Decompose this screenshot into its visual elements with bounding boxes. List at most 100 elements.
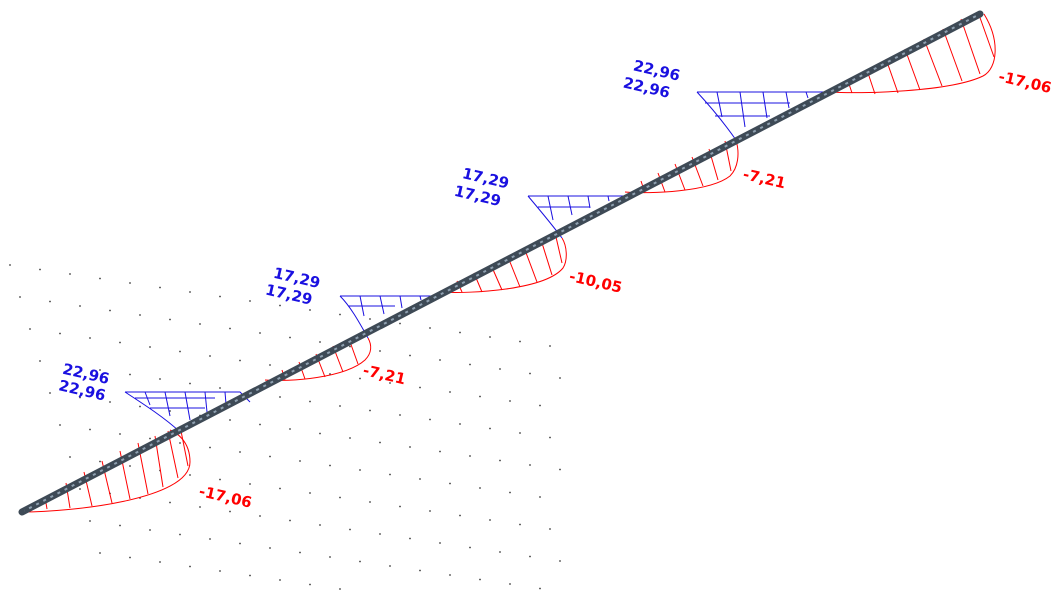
grid-dot xyxy=(259,332,261,334)
grid-dot xyxy=(99,460,101,463)
grid-dot xyxy=(129,282,131,284)
span-region-5 xyxy=(829,11,996,95)
grid-dot xyxy=(499,551,501,553)
grid-dot xyxy=(359,377,361,380)
grid-dot xyxy=(479,395,481,398)
grid-dot xyxy=(469,455,471,457)
grid-dot xyxy=(249,300,251,302)
grid-dot xyxy=(39,268,41,271)
grid-dot xyxy=(119,524,121,527)
grid-dot xyxy=(479,578,481,581)
grid-dot xyxy=(169,318,171,321)
grid-dot xyxy=(69,364,71,367)
grid-dot xyxy=(529,464,531,466)
grid-dot xyxy=(309,400,311,403)
grid-dot xyxy=(89,520,91,522)
span-value-3: -10,05 xyxy=(567,267,623,297)
grid-dot xyxy=(59,424,61,426)
grid-dot xyxy=(139,314,141,316)
beam xyxy=(18,10,984,516)
grid-dot xyxy=(149,437,151,440)
grid-dot xyxy=(509,491,511,494)
grid-dot xyxy=(239,359,241,362)
grid-dot xyxy=(469,546,471,549)
grid-dot xyxy=(469,363,471,366)
grid-dot xyxy=(209,446,211,449)
grid-dot xyxy=(539,496,541,498)
grid-dot xyxy=(359,469,361,471)
grid-dot xyxy=(219,478,221,481)
grid-dot xyxy=(539,404,541,407)
grid-dot xyxy=(359,560,361,563)
support-label-1: 22,96 22,96 xyxy=(57,360,111,405)
grid-dot xyxy=(399,505,401,508)
grid-dot xyxy=(409,446,411,448)
grid-dot xyxy=(229,419,231,421)
grid-dot xyxy=(489,519,491,521)
span-value-4: -7,21 xyxy=(741,165,787,192)
span-value-5: -17,06 xyxy=(997,67,1053,97)
grid-dot xyxy=(429,327,431,329)
grid-dot xyxy=(389,565,391,567)
grid-dot xyxy=(59,332,61,335)
grid-dot xyxy=(249,574,251,577)
grid-dot xyxy=(79,396,81,399)
grid-dot xyxy=(89,337,91,339)
grid-dot xyxy=(489,336,491,338)
grid-dot xyxy=(219,387,221,389)
grid-dot xyxy=(339,313,341,316)
grid-dot xyxy=(319,341,321,343)
grid-dot xyxy=(429,418,431,421)
span-value-1: -17,06 xyxy=(197,482,253,512)
grid-dot xyxy=(309,309,311,311)
grid-dot xyxy=(259,423,261,426)
grid-dot xyxy=(229,327,231,330)
grid-dot xyxy=(449,482,451,485)
grid-dot xyxy=(289,428,291,430)
grid-dot xyxy=(99,369,101,371)
grid-dot xyxy=(139,405,141,408)
grid-dot xyxy=(229,510,231,513)
grid-dot xyxy=(369,409,371,412)
grid-dot xyxy=(289,519,291,522)
grid-dot xyxy=(299,551,301,554)
grid-dot xyxy=(79,305,81,307)
grid-dot xyxy=(269,455,271,458)
grid-dot xyxy=(129,373,131,376)
grid-dot xyxy=(219,570,221,572)
grid-dot xyxy=(179,533,181,536)
grid-dot xyxy=(129,465,131,467)
grid-dot xyxy=(559,377,561,379)
grid-dot xyxy=(199,323,201,325)
grid-dot xyxy=(209,538,211,540)
grid-dot xyxy=(439,359,441,361)
grid-dot xyxy=(489,427,491,430)
grid-dot xyxy=(189,382,191,385)
support-label-2: 17,29 17,29 xyxy=(264,264,322,309)
grid-dot xyxy=(479,487,481,489)
grid-dot xyxy=(559,468,561,471)
grid-dot xyxy=(309,583,311,586)
grid-dot xyxy=(369,318,371,320)
grid-dot xyxy=(49,392,51,394)
grid-dot xyxy=(109,309,111,312)
moment-diagram: 22,96 22,96 17,29 17,29 17,29 17,29 22,9… xyxy=(18,10,1053,516)
support-region-4 xyxy=(696,91,826,141)
grid-dot xyxy=(329,556,331,558)
grid-dot xyxy=(99,552,101,554)
grid-dot xyxy=(189,565,191,568)
grid-dot xyxy=(519,340,521,343)
grid-dot xyxy=(499,368,501,370)
support-label-3: 17,29 17,29 xyxy=(452,164,510,210)
beam-end-node xyxy=(977,11,983,17)
beam-start-node xyxy=(19,509,25,515)
grid-dot xyxy=(119,341,121,344)
grid-dot xyxy=(9,264,11,266)
grid-dot xyxy=(339,405,341,407)
grid-dot xyxy=(459,331,461,334)
support-label-4: 22,96 22,96 xyxy=(621,56,681,101)
grid-dot xyxy=(519,432,521,434)
grid-dot xyxy=(459,423,461,425)
grid-dot xyxy=(279,396,281,398)
grid-dot xyxy=(179,442,181,444)
